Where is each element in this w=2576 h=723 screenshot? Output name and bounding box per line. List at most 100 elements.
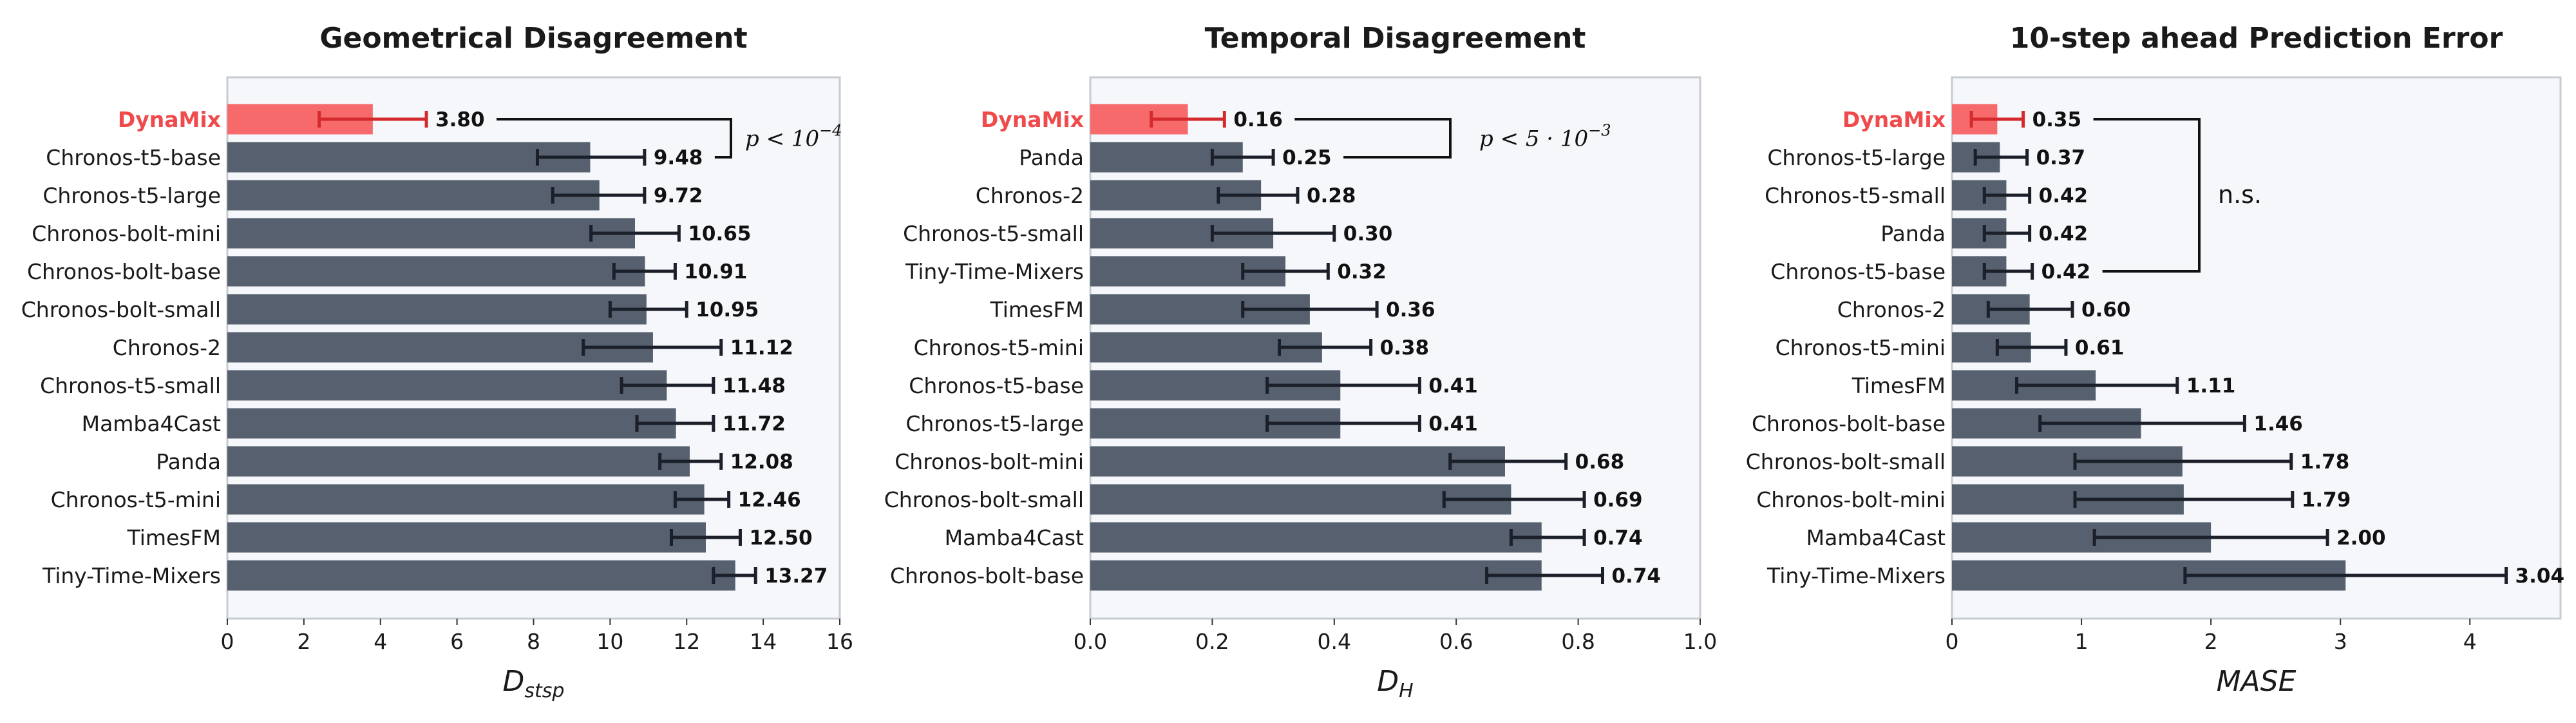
bar-chronos-t5-base xyxy=(227,142,591,173)
bar-chronos-bolt-small xyxy=(227,294,647,325)
value-label: 0.28 xyxy=(1307,184,1356,207)
error-bar-dynamix xyxy=(1150,111,1226,128)
value-label: 0.61 xyxy=(2075,336,2125,360)
x-tick-label: 14 xyxy=(750,629,777,654)
category-label: Chronos-t5-base xyxy=(46,145,221,170)
error-bar-mamba4cast xyxy=(1509,529,1586,546)
error-bar-tiny-time-mixers xyxy=(2183,567,2508,584)
x-axis-label: MASE xyxy=(2217,665,2297,698)
chart-title: Temporal Disagreement xyxy=(1205,22,1586,55)
x-tick-label: 2 xyxy=(297,629,310,654)
error-bar-chronos-t5-base xyxy=(535,149,647,166)
error-bar-chronos-2 xyxy=(1986,301,2074,318)
category-label: Mamba4Cast xyxy=(1806,525,1946,550)
value-label: 0.41 xyxy=(1428,374,1478,398)
category-label: Mamba4Cast xyxy=(945,525,1084,550)
bar-chronos-bolt-base xyxy=(227,256,645,287)
value-label: 0.42 xyxy=(2039,222,2088,246)
x-tick-label: 10 xyxy=(596,629,623,654)
category-label: Chronos-bolt-small xyxy=(1746,449,1946,474)
error-bar-timesfm xyxy=(1241,301,1379,318)
value-label: 0.41 xyxy=(1428,412,1478,436)
category-label: Chronos-bolt-base xyxy=(27,259,221,284)
significance-bracket xyxy=(497,118,732,159)
category-label: DynaMix xyxy=(118,107,221,132)
x-axis-label: DH xyxy=(1377,665,1413,702)
x-tick-label: 0.0 xyxy=(1074,629,1107,654)
error-bar-chronos-t5-small xyxy=(1982,187,2032,204)
value-label: 0.32 xyxy=(1337,260,1387,284)
error-bar-chronos-bolt-base xyxy=(2038,415,2246,432)
error-bar-chronos-t5-large xyxy=(1973,149,2029,166)
category-label: TimesFM xyxy=(990,297,1084,322)
value-label: 13.27 xyxy=(764,564,828,588)
value-label: 0.16 xyxy=(1233,108,1283,131)
x-tick-label: 0.4 xyxy=(1318,629,1351,654)
error-bar-chronos-bolt-mini xyxy=(589,225,681,242)
chart-title: Geometrical Disagreement xyxy=(319,22,747,55)
error-bar-chronos-t5-base xyxy=(1265,377,1421,394)
value-label: 11.72 xyxy=(723,412,786,436)
value-label: 0.68 xyxy=(1575,450,1625,474)
x-tick-label: 1 xyxy=(2075,629,2088,654)
value-label: 0.37 xyxy=(2036,146,2086,169)
value-label: 0.74 xyxy=(1593,526,1643,550)
bar-panda xyxy=(227,446,690,477)
x-tick-label: 8 xyxy=(527,629,540,654)
bar-tiny-time-mixers xyxy=(227,560,735,591)
value-label: 0.30 xyxy=(1343,222,1393,246)
category-label: Chronos-bolt-mini xyxy=(895,449,1084,474)
x-tick-label: 4 xyxy=(2463,629,2477,654)
x-tick-label: 12 xyxy=(673,629,700,654)
error-bar-dynamix xyxy=(1969,111,2025,128)
error-bar-chronos-bolt-base xyxy=(1485,567,1604,584)
category-label: Chronos-bolt-small xyxy=(21,297,221,322)
error-bar-mamba4cast xyxy=(635,415,715,432)
error-bar-chronos-bolt-small xyxy=(2073,453,2293,470)
bar-chronos-t5-large xyxy=(227,180,600,211)
x-tick-label: 16 xyxy=(826,629,853,654)
value-label: 0.25 xyxy=(1282,146,1332,169)
error-bar-chronos-t5-small xyxy=(1210,225,1336,242)
value-label: 9.48 xyxy=(654,146,703,169)
category-label: Panda xyxy=(156,449,221,474)
x-tick-label: 0 xyxy=(1946,629,1959,654)
category-label: TimesFM xyxy=(1852,373,1946,398)
category-label: Chronos-t5-base xyxy=(1770,259,1946,284)
error-bar-chronos-bolt-small xyxy=(1442,491,1586,508)
significance-label: n.s. xyxy=(2218,180,2262,209)
bar-mamba4cast xyxy=(227,408,676,439)
error-bar-chronos-bolt-mini xyxy=(2073,491,2295,508)
value-label: 10.65 xyxy=(688,222,751,246)
category-label: TimesFM xyxy=(127,525,221,550)
x-tick-label: 3 xyxy=(2334,629,2347,654)
category-label: Chronos-bolt-small xyxy=(884,487,1084,512)
value-label: 0.35 xyxy=(2032,108,2082,131)
value-label: 1.78 xyxy=(2300,450,2350,474)
x-tick-label: 0.2 xyxy=(1195,629,1229,654)
category-label: Chronos-t5-small xyxy=(40,373,221,398)
error-bar-chronos-bolt-mini xyxy=(1448,453,1568,470)
significance-bracket xyxy=(2093,118,2201,273)
error-bar-chronos-t5-large xyxy=(1265,415,1421,432)
bar-mamba4cast xyxy=(1090,522,1542,553)
value-label: 2.00 xyxy=(2336,526,2386,550)
bar-chronos-t5-small xyxy=(227,370,667,401)
category-label: Chronos-bolt-mini xyxy=(1756,487,1946,512)
value-label: 0.38 xyxy=(1380,336,1430,360)
value-label: 0.36 xyxy=(1386,298,1435,322)
value-label: 11.12 xyxy=(730,336,793,360)
value-label: 0.74 xyxy=(1611,564,1661,588)
category-label: Chronos-2 xyxy=(113,335,221,360)
x-tick-label: 1.0 xyxy=(1683,629,1717,654)
error-bar-timesfm xyxy=(669,529,742,546)
chart-panel-3: 10-step ahead Prediction Error 0.35 DynaMi… xyxy=(1746,22,2564,698)
bar-chronos-bolt-base xyxy=(1090,560,1542,591)
category-label: Chronos-t5-small xyxy=(903,221,1084,246)
value-label: 9.72 xyxy=(654,184,703,207)
x-tick-label: 2 xyxy=(2204,629,2218,654)
category-label: Panda xyxy=(1880,221,1946,246)
category-label: Chronos-t5-mini xyxy=(1776,335,1946,360)
error-bar-chronos-bolt-base xyxy=(612,263,677,280)
value-label: 1.79 xyxy=(2302,488,2351,512)
